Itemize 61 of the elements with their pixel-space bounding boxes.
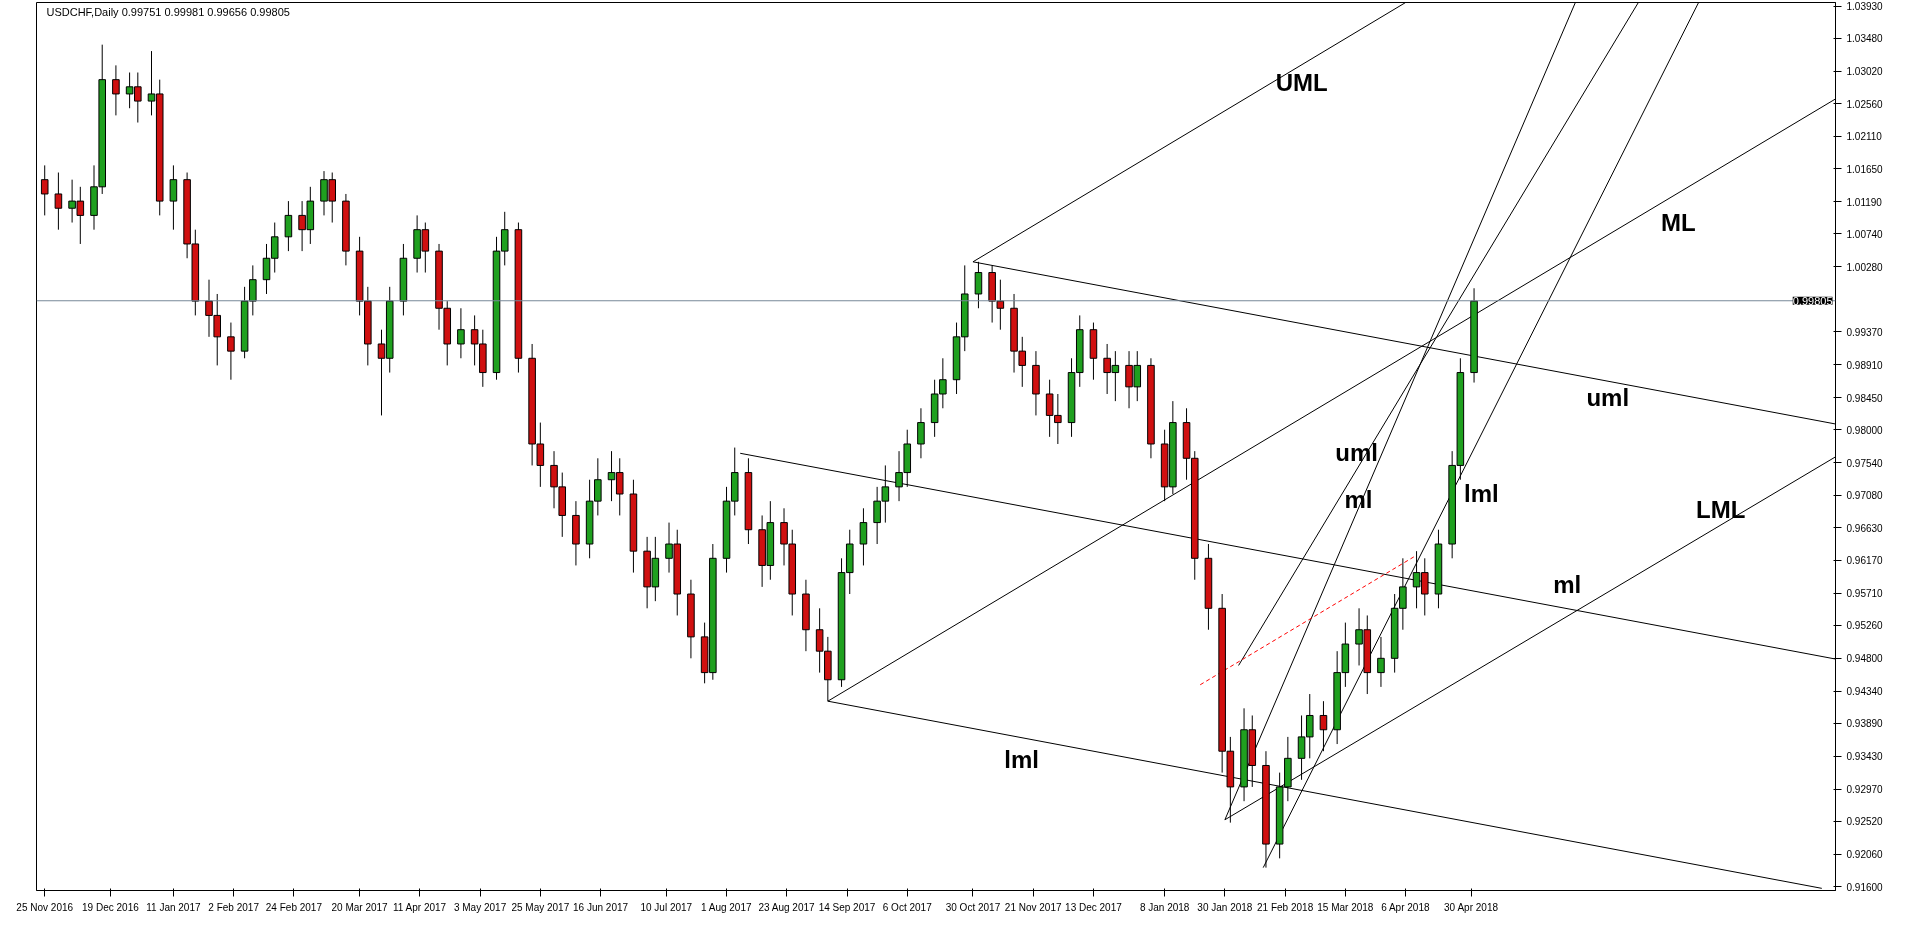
y-tick-label: 1.03930 bbox=[1846, 1, 1884, 13]
y-tick-label: 0.98450 bbox=[1846, 392, 1884, 404]
y-tick-label: 0.91600 bbox=[1846, 881, 1884, 893]
x-tick-label: 21 Feb 2018 bbox=[1257, 901, 1314, 913]
x-tick-label: 8 Jan 2018 bbox=[1139, 901, 1190, 913]
y-tick-label: 1.01190 bbox=[1846, 196, 1883, 208]
x-tick-label: 21 Nov 2017 bbox=[1004, 901, 1062, 913]
y-tick-label: 0.97080 bbox=[1846, 490, 1884, 502]
x-tick-label: 25 May 2017 bbox=[511, 901, 570, 913]
y-tick-label: 0.94800 bbox=[1846, 653, 1884, 665]
series-label: ML bbox=[1660, 209, 1696, 237]
ref-line-label: 0.99805 bbox=[1792, 294, 1833, 307]
x-tick-label: 16 Jun 2017 bbox=[573, 901, 629, 913]
y-tick-label: 0.95260 bbox=[1846, 620, 1884, 632]
y-tick-label: 1.02110 bbox=[1846, 131, 1883, 143]
x-tick-label: 13 Dec 2017 bbox=[1065, 901, 1123, 913]
series-label: ml bbox=[1553, 571, 1582, 599]
x-tick-label: 1 Aug 2017 bbox=[700, 901, 752, 913]
y-tick-label: 0.98910 bbox=[1846, 359, 1884, 371]
y-tick-label: 1.00740 bbox=[1846, 228, 1884, 240]
series-label: uml bbox=[1335, 438, 1378, 466]
x-tick-label: 11 Apr 2017 bbox=[392, 901, 447, 913]
x-tick-label: 30 Apr 2018 bbox=[1444, 901, 1499, 913]
y-tick-label: 0.92060 bbox=[1846, 849, 1884, 861]
x-tick-label: 25 Nov 2016 bbox=[16, 901, 74, 913]
x-tick-label: 10 Jul 2017 bbox=[640, 901, 693, 913]
series-label: LML bbox=[1696, 495, 1746, 523]
x-tick-label: 30 Oct 2017 bbox=[945, 901, 1001, 913]
series-label: UML bbox=[1275, 69, 1328, 97]
y-tick-label: 1.03020 bbox=[1846, 66, 1884, 78]
x-tick-label: 14 Sep 2017 bbox=[818, 901, 876, 913]
x-tick-label: 15 Mar 2018 bbox=[1317, 901, 1374, 913]
y-tick-label: 0.94340 bbox=[1846, 686, 1884, 698]
x-tick-label: 3 May 2017 bbox=[453, 901, 507, 913]
x-tick-label: 6 Apr 2018 bbox=[1381, 901, 1430, 913]
x-tick-label: 11 Jan 2017 bbox=[146, 901, 201, 913]
x-tick-label: 2 Feb 2017 bbox=[208, 901, 260, 913]
y-tick-label: 0.93430 bbox=[1846, 751, 1884, 763]
y-tick-label: 0.95710 bbox=[1846, 588, 1884, 600]
y-tick-label: 1.00280 bbox=[1846, 261, 1884, 273]
series-label: lml bbox=[1004, 746, 1040, 774]
y-tick-label: 0.98000 bbox=[1846, 424, 1884, 436]
y-tick-label: 0.96170 bbox=[1846, 555, 1884, 567]
chart-title: USDCHF,Daily 0.99751 0.99981 0.99656 0.99805 bbox=[46, 5, 290, 18]
x-tick-label: 6 Oct 2017 bbox=[882, 901, 933, 913]
y-tick-label: 0.99370 bbox=[1846, 326, 1884, 338]
y-tick-label: 0.92970 bbox=[1846, 784, 1884, 796]
y-tick-label: 1.01650 bbox=[1846, 163, 1884, 175]
x-tick-label: 19 Dec 2016 bbox=[82, 901, 140, 913]
y-tick-label: 1.03480 bbox=[1846, 33, 1884, 45]
y-tick-label: 0.96630 bbox=[1846, 522, 1884, 534]
y-tick-label: 0.97540 bbox=[1846, 457, 1884, 469]
x-tick-label: 20 Mar 2017 bbox=[331, 901, 389, 913]
x-tick-label: 30 Jan 2018 bbox=[1197, 901, 1253, 913]
x-tick-label: 24 Feb 2017 bbox=[265, 901, 323, 913]
series-label: lml bbox=[1463, 480, 1499, 508]
y-tick-label: 0.93890 bbox=[1846, 718, 1884, 730]
x-tick-label: 23 Aug 2017 bbox=[758, 901, 816, 913]
series-label: uml bbox=[1586, 383, 1630, 411]
y-tick-label: 1.02560 bbox=[1846, 98, 1884, 110]
y-tick-label: 0.92520 bbox=[1846, 816, 1884, 828]
